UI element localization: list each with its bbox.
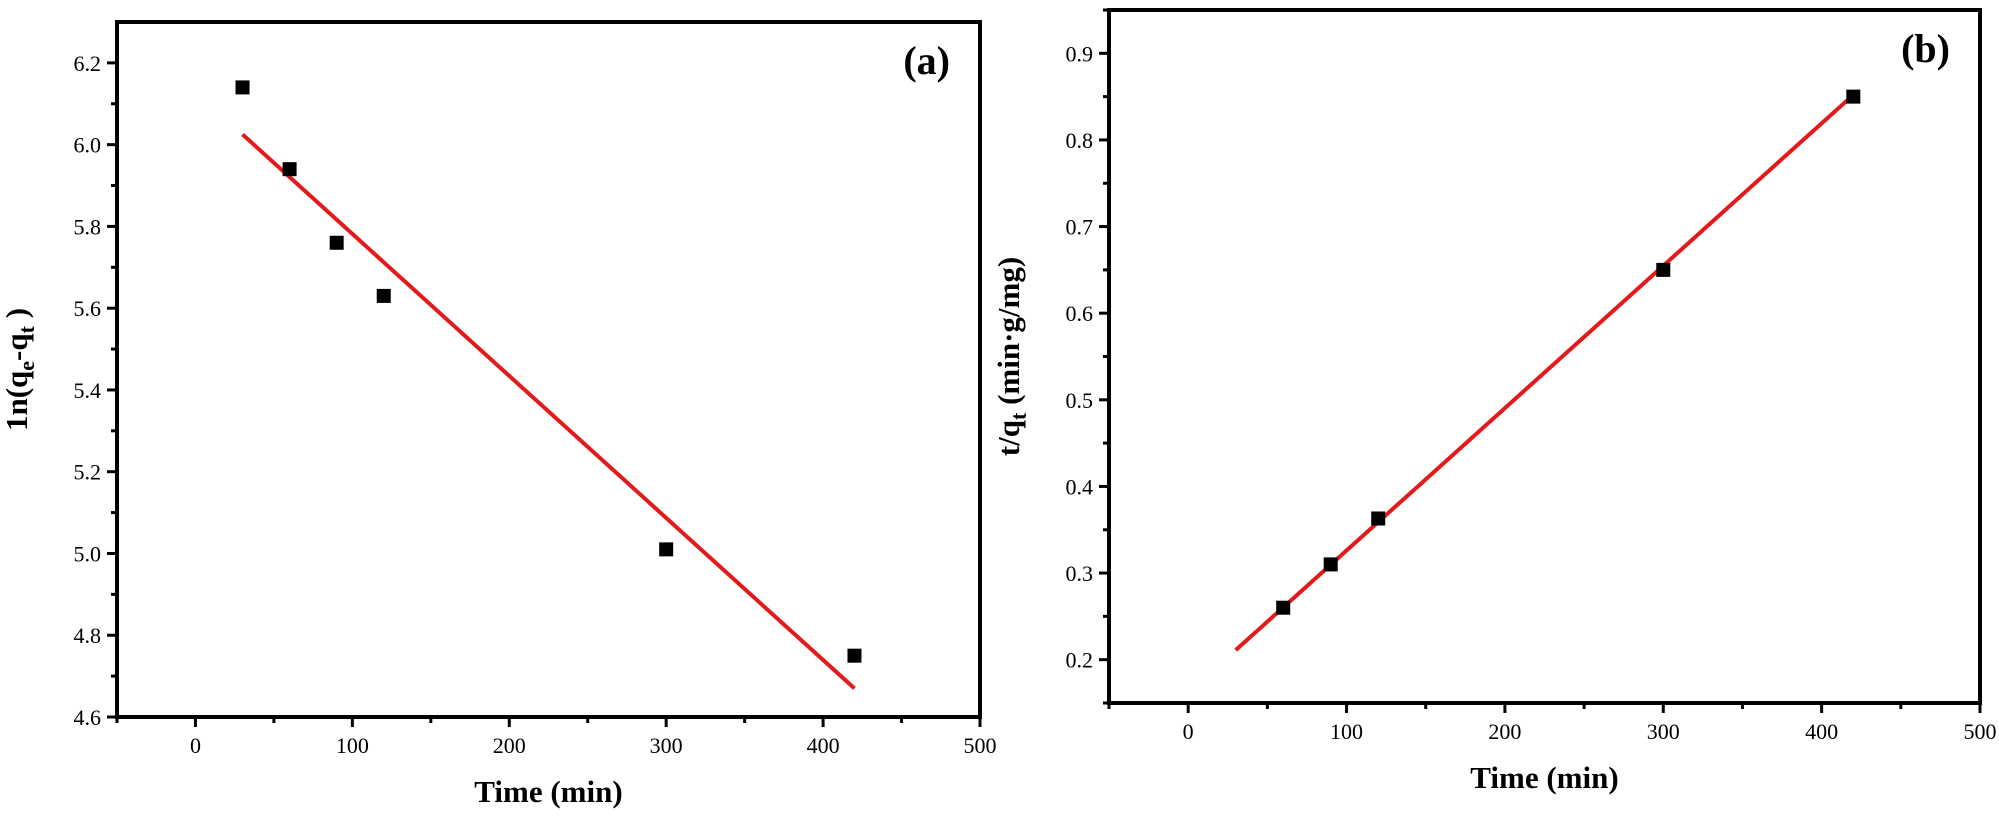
y-axis-title-sub1: e [14, 361, 39, 371]
data-points [235, 80, 862, 663]
panel-a-chart: 0 100 200 300 400 500 4.6 4.8 5.0 5.2 5.4 5.6 5.8 6.0… [0, 20, 997, 809]
data-point [1846, 89, 1861, 104]
data-point [376, 288, 391, 303]
y-axis-title-sub2: t [14, 325, 39, 333]
data-point [847, 648, 862, 663]
x-tick-label: 300 [650, 733, 683, 758]
panel-label: (b) [1901, 26, 1950, 71]
fit-line [1234, 93, 1855, 652]
x-tick-label: 100 [336, 733, 369, 758]
data-point [1656, 262, 1671, 277]
y-tick-label: 6.2 [74, 51, 102, 76]
y-axis-title-base: 1n(q [0, 371, 34, 431]
data-points [1276, 89, 1861, 615]
data-point [329, 235, 344, 250]
y-axis-title: 1n(qe-qt ) [0, 308, 39, 431]
data-point [1276, 600, 1291, 615]
ticks: 0 100 200 300 400 500 0.2 0.3 0.4 0.5 0.6 0.7 0.8 0.9 [1066, 8, 1997, 744]
data-point [1371, 511, 1386, 526]
y-axis-title-base: t/q [991, 420, 1026, 456]
y-axis-title-end: ) [0, 308, 34, 326]
x-tick-label: 400 [1805, 719, 1838, 744]
data-point [659, 542, 674, 557]
x-tick-label: 100 [1330, 719, 1363, 744]
y-tick-label: 5.2 [74, 460, 102, 485]
y-tick-label: 0.4 [1066, 474, 1094, 499]
x-tick-label: 200 [493, 733, 526, 758]
plot-frame [115, 20, 982, 719]
y-tick-label: 0.9 [1066, 41, 1094, 66]
y-tick-label: 0.2 [1066, 648, 1094, 673]
y-tick-label: 5.6 [74, 296, 102, 321]
data-point [282, 162, 297, 177]
data-point [235, 80, 250, 95]
fit-line [241, 132, 856, 690]
y-tick-label: 4.6 [74, 705, 102, 730]
x-tick-label: 200 [1488, 719, 1521, 744]
y-tick-label: 5.0 [74, 541, 102, 566]
y-tick-label: 0.3 [1066, 561, 1094, 586]
y-axis-title-mid: -q [0, 333, 34, 361]
y-tick-label: 0.5 [1066, 388, 1094, 413]
y-tick-label: 0.8 [1066, 128, 1094, 153]
panel-label: (a) [903, 38, 950, 83]
y-axis-title-sub1: t [1006, 412, 1031, 420]
y-tick-label: 6.0 [74, 133, 102, 158]
y-tick-label: 0.7 [1066, 215, 1094, 240]
ticks: 0 100 200 300 400 500 4.6 4.8 5.0 5.2 5.4 5.6 5.8 6.0… [74, 51, 997, 758]
fit-line-layer [1234, 93, 1855, 652]
data-point [1323, 557, 1338, 572]
x-axis-title: Time (min) [474, 774, 622, 809]
x-axis-title: Time (min) [1470, 760, 1618, 795]
y-tick-label: 5.4 [74, 378, 102, 403]
y-tick-label: 5.8 [74, 214, 102, 239]
plot-frame [1107, 8, 1982, 705]
y-axis-title: t/qt (min·g/mg) [991, 257, 1031, 456]
y-tick-label: 4.8 [74, 623, 102, 648]
x-tick-label: 400 [807, 733, 840, 758]
x-tick-label: 300 [1647, 719, 1680, 744]
x-tick-label: 0 [1183, 719, 1194, 744]
panel-b-chart: 0 100 200 300 400 500 0.2 0.3 0.4 0.5 0.6 0.7 0.8 0.9… [991, 8, 1997, 795]
y-axis-title-mid: (min·g/mg) [991, 257, 1026, 413]
x-tick-label: 500 [964, 733, 997, 758]
y-tick-label: 0.6 [1066, 301, 1094, 326]
fit-line-layer [241, 132, 856, 690]
x-tick-label: 500 [1964, 719, 1997, 744]
x-tick-label: 0 [190, 733, 201, 758]
